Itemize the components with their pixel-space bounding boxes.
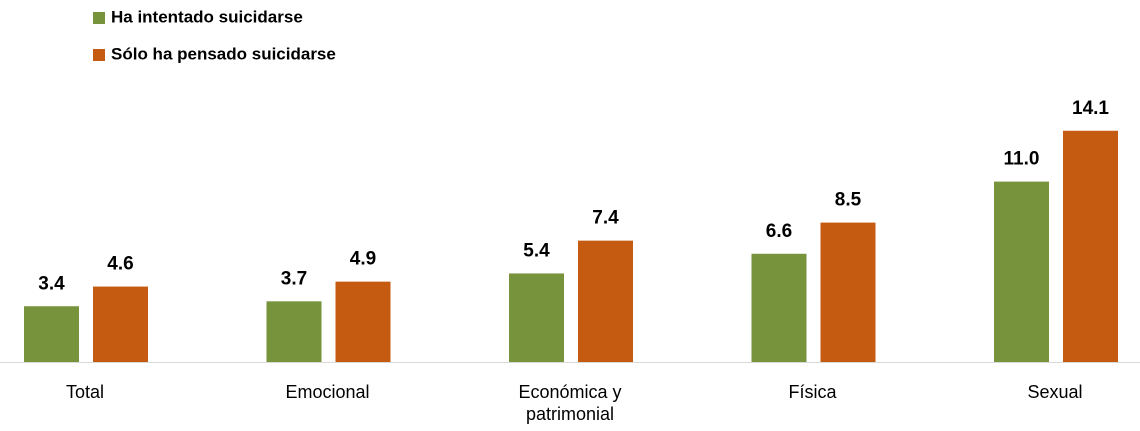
legend-label: Ha intentado suicidarse bbox=[111, 7, 303, 26]
bar bbox=[578, 240, 633, 362]
data-label: 4.6 bbox=[107, 254, 133, 275]
x-tick-label: Emocional bbox=[285, 382, 370, 402]
bar bbox=[24, 306, 79, 362]
x-tick-label: Sexual bbox=[1027, 382, 1083, 402]
bar bbox=[1063, 130, 1118, 362]
bar bbox=[335, 281, 391, 362]
data-label: 5.4 bbox=[523, 240, 550, 261]
x-tick-label: Total bbox=[65, 382, 105, 402]
bar bbox=[751, 253, 807, 362]
legend-label: Sólo ha pensado suicidarse bbox=[111, 44, 336, 63]
legend-swatch bbox=[93, 49, 105, 61]
data-label: 3.4 bbox=[38, 273, 65, 294]
data-label: 4.9 bbox=[350, 249, 376, 270]
bar bbox=[93, 286, 148, 362]
bar bbox=[266, 301, 322, 362]
legend-swatch bbox=[93, 12, 105, 24]
data-label: 14.1 bbox=[1072, 98, 1109, 119]
bar bbox=[820, 222, 876, 362]
bar bbox=[994, 181, 1049, 362]
x-tick-label: Económica y patrimonial bbox=[518, 382, 622, 424]
x-tick-label: Física bbox=[788, 382, 837, 402]
data-label: 7.4 bbox=[592, 208, 619, 229]
bar bbox=[509, 273, 564, 362]
data-label: 8.5 bbox=[835, 190, 862, 211]
data-label: 3.7 bbox=[281, 268, 307, 289]
data-label: 6.6 bbox=[766, 221, 792, 242]
data-label: 11.0 bbox=[1004, 149, 1040, 170]
